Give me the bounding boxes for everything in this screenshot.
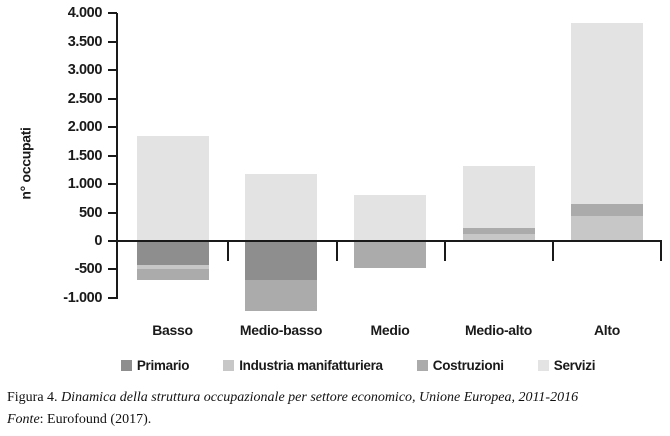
bar-medio-servizi [354, 195, 426, 241]
y-tick--1-000 [108, 296, 117, 299]
legend-item-servizi: Servizi [537, 358, 596, 373]
y-tick-label-2-000: 2.000 [67, 119, 103, 136]
bar-basso-primario [136, 241, 209, 266]
legend-swatch-industria-manifatturiera [223, 360, 235, 371]
x-tick-4 [660, 241, 662, 261]
legend-label-primario: Primario [136, 358, 190, 373]
chart-area: n° occupati 4.000 3.500 3.000 2.500 2.000 1.5… [0, 5, 670, 373]
x-tick-0 [227, 241, 229, 261]
legend-item-primario: Primario [120, 358, 190, 373]
y-tick-label-2-500: 2.500 [67, 90, 103, 107]
bar-basso-servizi [136, 135, 209, 241]
y-tick-label-1-500: 1.500 [67, 147, 103, 164]
bar-medio-alto-costruzioni [462, 228, 535, 235]
legend-label-costruzioni: Costruzioni [432, 358, 504, 373]
bar-basso-industria-manifatturiera [136, 265, 209, 270]
bar-alto-costruzioni [571, 204, 643, 216]
y-tick-1-500 [108, 154, 117, 157]
caption-title: Dinamica della struttura occupazionale p… [61, 390, 579, 405]
legend-swatch-primario [120, 360, 132, 371]
source-label: Fonte [7, 412, 40, 427]
x-label-medio-alto: Medio-alto [465, 322, 532, 338]
x-tick-1 [335, 241, 338, 261]
y-tick-4-000 [108, 12, 117, 15]
x-label-medio-basso: Medio-basso [239, 322, 323, 338]
x-label-basso: Basso [152, 322, 193, 338]
source-text: : Eurofound (2017). [39, 412, 152, 427]
bar-medio-costruzioni [354, 241, 426, 269]
legend-label-servizi: Servizi [553, 358, 596, 373]
y-tick-label--1-000: -1.000 [63, 289, 102, 306]
bar-medio-basso-costruzioni [245, 280, 317, 311]
y-tick--500 [108, 268, 117, 271]
y-tick-label--500: -500 [74, 261, 103, 278]
y-tick-label-3-500: 3.500 [67, 33, 103, 50]
figure-caption: Figura 4. Dinamica della struttura occup… [7, 390, 667, 406]
legend-item-industria-manifatturiera: Industria manifatturiera [223, 358, 383, 373]
bar-medio-basso-primario [245, 241, 317, 281]
y-tick-500 [108, 211, 117, 214]
bar-medio-basso-servizi [245, 173, 317, 241]
x-label-alto: Alto [593, 322, 620, 338]
x-axis-zero-line [116, 240, 662, 242]
y-axis-title: n° occupati [17, 127, 34, 200]
figure-source: Fonte: Eurofound (2017). [7, 412, 667, 428]
y-axis-line [116, 13, 118, 299]
legend-swatch-costruzioni [416, 360, 428, 371]
bar-alto-servizi [571, 22, 643, 204]
legend-item-costruzioni: Costruzioni [416, 358, 504, 373]
y-tick-label-500: 500 [79, 204, 102, 221]
y-tick-3-500 [108, 40, 117, 43]
bar-alto-industria-manifatturiera [571, 215, 643, 241]
y-tick-2-500 [108, 97, 117, 100]
legend-label-industria-manifatturiera: Industria manifatturiera [239, 358, 383, 373]
x-label-medio: Medio [370, 322, 410, 338]
caption-prefix: Figura 4. [7, 390, 58, 405]
y-tick-3-000 [108, 69, 117, 72]
y-tick-label-1-000: 1.000 [67, 176, 103, 193]
bar-basso-costruzioni [136, 269, 209, 281]
y-tick-1-000 [108, 183, 117, 186]
y-tick-label-0: 0 [94, 233, 102, 249]
y-tick-2-000 [108, 126, 117, 129]
x-tick-3 [552, 241, 554, 261]
y-tick-label-3-000: 3.000 [67, 62, 103, 79]
bar-medio-alto-industria-manifatturiera [462, 234, 535, 241]
legend-swatch-servizi [537, 360, 549, 371]
x-tick-2 [444, 241, 446, 261]
legend: Primario Industria manifatturiera Costruzi… [0, 358, 670, 373]
y-tick-label-4-000: 4.000 [67, 5, 103, 22]
bar-medio-alto-servizi [462, 165, 535, 229]
y-tick-0 [108, 240, 117, 242]
